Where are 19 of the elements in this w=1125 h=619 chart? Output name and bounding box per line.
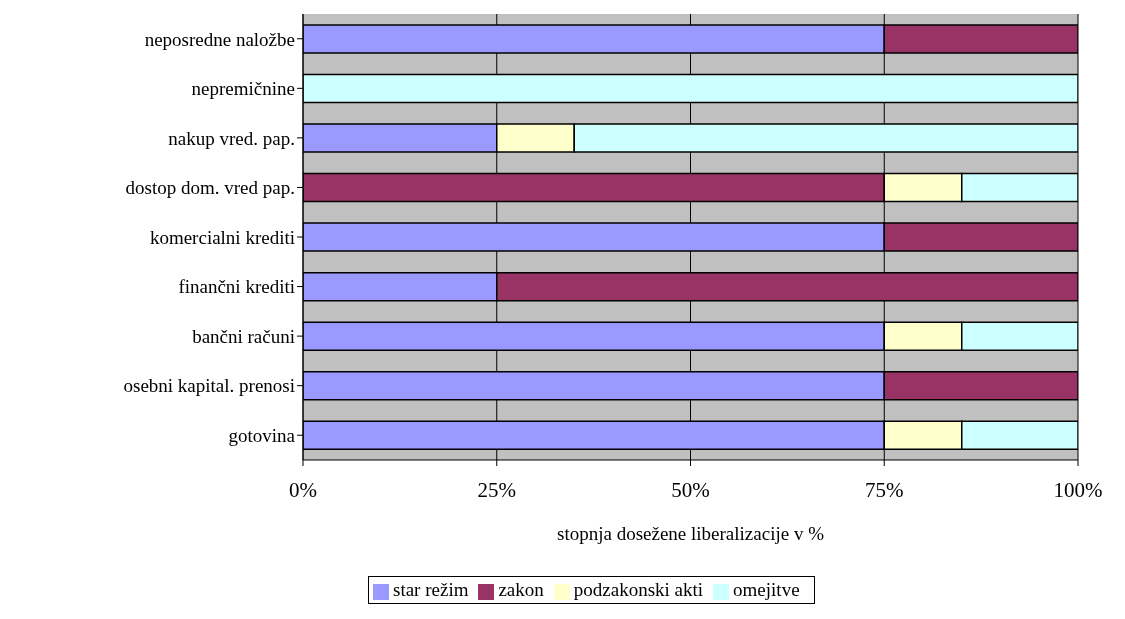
y-tick-label: komercialni krediti: [149, 226, 295, 248]
y-tick-label: bančni računi: [192, 325, 295, 347]
x-tick-label: 75%: [865, 477, 904, 502]
x-axis-title: stopnja dosežene liberalizacije v %: [557, 523, 825, 544]
legend-label: omejitve: [733, 579, 800, 600]
y-tick-label: neposredne naložbe: [144, 28, 295, 50]
x-tick-label: 0%: [289, 477, 317, 502]
y-tick-label: osebni kapital. prenosi: [123, 375, 295, 397]
legend-label: star režim: [393, 579, 469, 600]
y-tick-label: gotovina: [228, 424, 296, 446]
legend-label: zakon: [498, 579, 544, 600]
y-tick-label: nakup vred. pap.: [168, 127, 295, 149]
y-tick-label: finančni krediti: [178, 276, 295, 298]
y-tick-label: nepremičnine: [191, 78, 295, 100]
x-tick-label: 25%: [477, 477, 516, 502]
x-tick-label: 100%: [1053, 477, 1103, 502]
x-tick-label: 50%: [671, 477, 710, 502]
y-tick-label: dostop dom. vred pap.: [125, 177, 295, 199]
legend-label: podzakonski akti: [573, 579, 704, 600]
